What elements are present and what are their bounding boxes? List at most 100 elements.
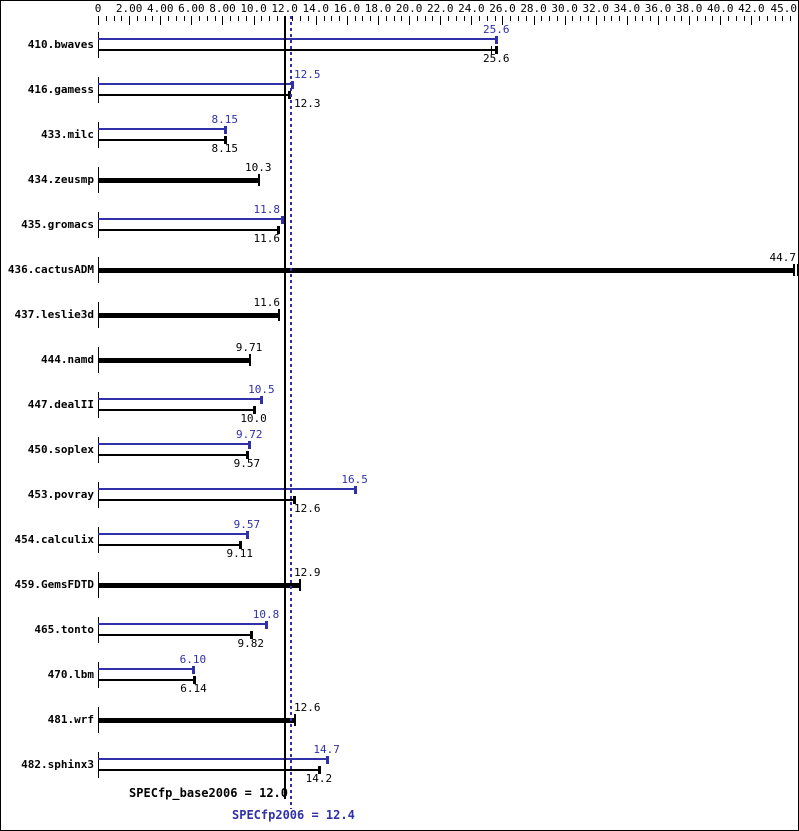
peak-value-label: 12.5 <box>294 68 321 81</box>
axis-minor-tick <box>199 16 201 21</box>
baseline-tick <box>98 482 99 508</box>
peak-bar <box>98 83 293 85</box>
axis-minor-tick <box>183 16 185 21</box>
axis-tick <box>720 16 722 25</box>
axis-minor-tick <box>168 16 169 21</box>
bar-end-tick <box>293 496 296 504</box>
baseline-tick <box>98 527 99 553</box>
base-value-label: 12.6 <box>294 701 321 714</box>
base-value-label: 11.6 <box>253 232 281 245</box>
axis-minor-tick <box>331 16 333 21</box>
base-value-label: 8.15 <box>211 142 239 155</box>
baseline-tick <box>98 122 99 148</box>
axis-minor-tick <box>611 16 613 21</box>
bar-end-tick <box>248 441 252 449</box>
base-bar <box>98 718 294 723</box>
base-value-label: 9.82 <box>237 637 265 650</box>
axis-tick-label: 45.0 <box>770 2 798 15</box>
benchmark-label: 454.calculix <box>14 533 94 546</box>
base-bar <box>98 313 279 318</box>
peak-value-label: 11.8 <box>253 203 281 216</box>
axis-minor-tick <box>214 16 216 21</box>
axis-tick <box>751 16 753 25</box>
baseline-tick <box>98 662 99 688</box>
axis-minor-tick <box>432 16 434 21</box>
bar-end-tick <box>238 541 242 549</box>
specfp-base2006-mean-label: SPECfp_base2006 = 12.0 <box>129 786 288 800</box>
benchmark-label: 450.soplex <box>27 443 94 456</box>
axis-minor-tick <box>175 16 177 21</box>
axis-minor-tick <box>136 16 138 21</box>
base-bar <box>98 454 247 456</box>
bar-end-tick <box>495 36 499 44</box>
axis-minor-tick <box>510 16 512 21</box>
axis-minor-tick <box>681 16 683 21</box>
axis-minor-tick <box>393 16 395 21</box>
axis-minor-tick <box>486 16 488 21</box>
peak-value-label: 8.15 <box>211 113 239 126</box>
axis-tick-label: 36.0 <box>644 2 672 15</box>
axis-tick-label: 30.0 <box>551 2 578 15</box>
axis-tick <box>533 16 535 25</box>
benchmark-label: 436.cactusADM <box>7 263 94 276</box>
base-bar <box>98 634 251 636</box>
base-bar <box>98 358 250 363</box>
base-value-label: 9.57 <box>233 457 261 470</box>
benchmark-label: 437.leslie3d <box>14 308 94 321</box>
bar-end-tick <box>298 579 301 591</box>
peak-value-label: 9.72 <box>235 428 263 441</box>
axis-tick-label: 34.0 <box>613 2 641 15</box>
peak-bar <box>98 443 250 445</box>
axis-tick <box>160 16 162 25</box>
axis-minor-tick <box>634 16 636 21</box>
axis-minor-tick <box>455 16 457 21</box>
axis-minor-tick <box>580 16 582 21</box>
axis-tick-label: 32.0 <box>582 2 610 15</box>
bar-end-tick <box>223 126 227 134</box>
axis-minor-tick <box>276 16 278 21</box>
bar-end-tick <box>252 406 256 414</box>
base-bar <box>98 499 294 501</box>
bar-end-tick <box>249 354 252 366</box>
axis-tick-label: 28.0 <box>520 2 547 15</box>
benchmark-label: 447.dealII <box>27 398 94 411</box>
axis-minor-tick <box>385 16 387 21</box>
axis-minor-tick <box>619 16 621 21</box>
axis-minor-tick <box>704 16 706 21</box>
axis-tick-label: 8.00 <box>209 2 236 15</box>
axis-tick-label: 20.0 <box>395 2 423 15</box>
base-value-label: 10.0 <box>240 412 267 425</box>
axis-minor-tick <box>308 16 309 21</box>
axis-minor-tick <box>105 16 107 21</box>
axis-tick <box>564 16 566 25</box>
axis-tick <box>689 16 691 25</box>
axis-minor-tick <box>261 16 263 21</box>
axis-minor-tick <box>541 16 543 21</box>
axis-minor-tick <box>339 16 341 21</box>
axis-tick-label: 22.0 <box>426 2 454 15</box>
axis-minor-tick <box>642 16 644 21</box>
axis-tick-label: 14.0 <box>302 2 330 15</box>
base-bar <box>98 268 794 273</box>
axis-tick-label: 38.0 <box>675 2 703 15</box>
bar-end-tick <box>260 396 264 404</box>
axis-minor-tick <box>370 16 372 21</box>
bar-end-tick <box>294 714 296 726</box>
base-bar <box>98 49 497 51</box>
base-value-label: 6.14 <box>180 682 207 695</box>
bar-end-tick <box>280 216 284 224</box>
base-value-label: 44.7 <box>769 251 797 264</box>
axis-tick <box>440 16 442 25</box>
axis-minor-tick <box>603 16 605 21</box>
peak-value-label: 6.10 <box>179 653 207 666</box>
axis-tick-label: 24.0 <box>458 2 485 15</box>
benchmark-label: 435.gromacs <box>21 218 94 231</box>
bar-end-spread-tick <box>797 264 798 276</box>
axis-minor-tick <box>556 16 558 21</box>
peak-bar <box>98 668 193 670</box>
base-bar <box>98 409 254 411</box>
axis-minor-tick <box>300 16 302 21</box>
benchmark-label: 410.bwaves <box>27 38 94 51</box>
axis-tick <box>98 16 99 25</box>
base-value-label: 9.71 <box>235 341 263 354</box>
